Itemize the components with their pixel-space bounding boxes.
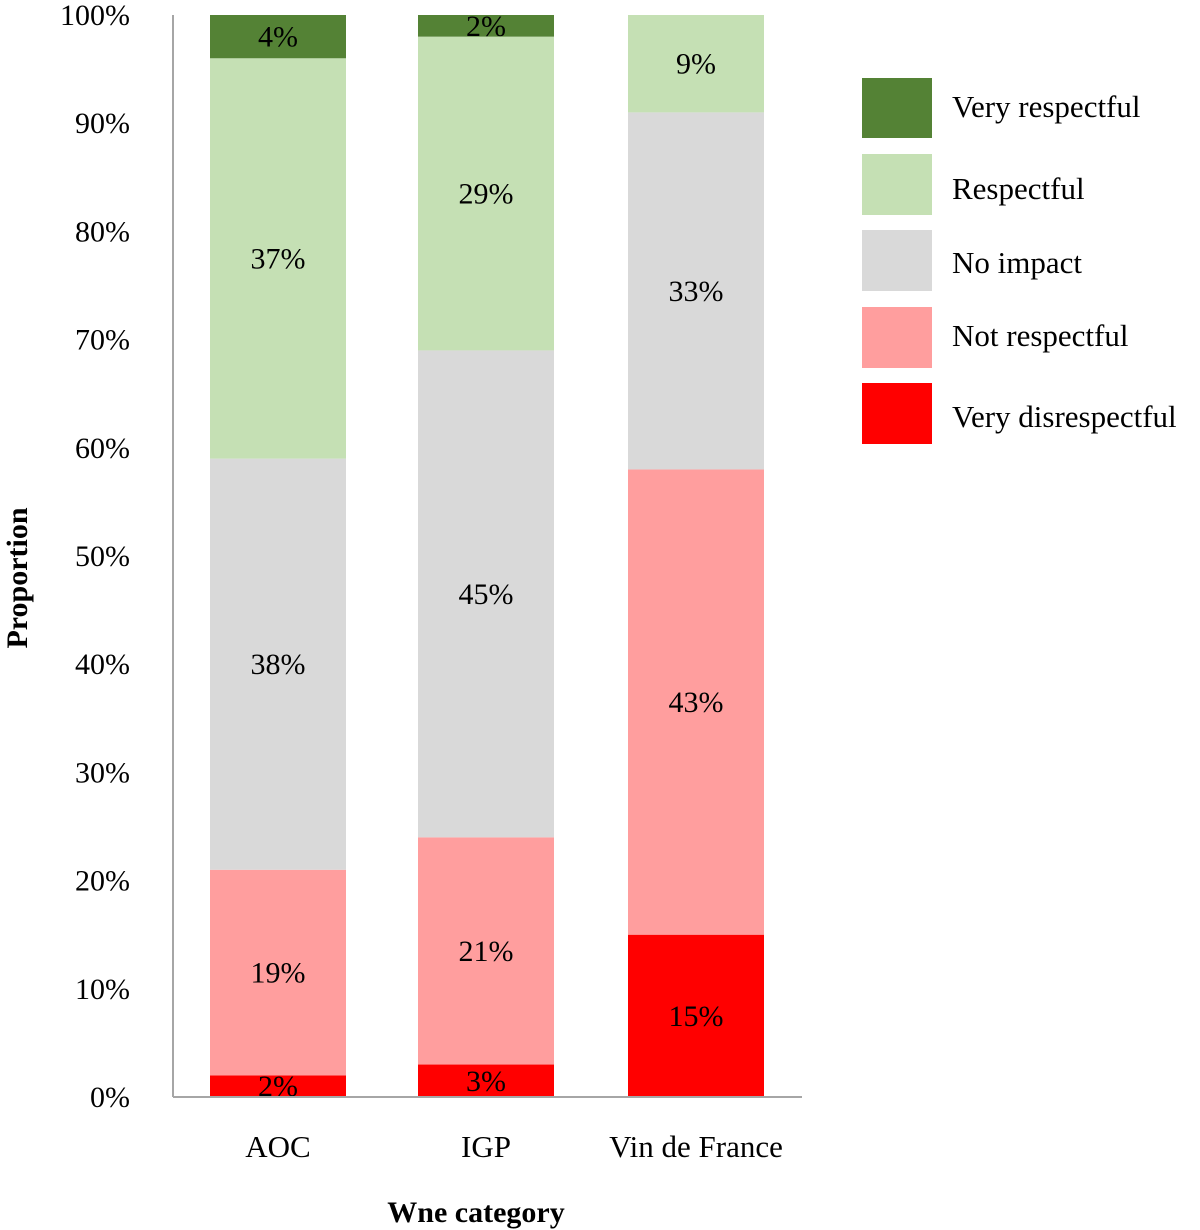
data-label-aoc-very-respectful: 4% xyxy=(258,21,298,54)
y-tick-label: 0% xyxy=(90,1081,130,1114)
bars-layer xyxy=(210,15,764,1097)
data-label-aoc-very-disrespectful: 2% xyxy=(258,1070,298,1103)
y-tick-label: 40% xyxy=(75,648,130,681)
data-label-igp-respectful: 29% xyxy=(459,178,514,211)
bar-igp-very-respectful xyxy=(418,15,554,37)
legend-swatch-respectful xyxy=(862,154,932,215)
x-tick-label-aoc: AOC xyxy=(245,1129,310,1164)
x-category-labels: AOC IGP Vin de France xyxy=(245,1129,783,1164)
legend-label-very-respectful: Very respectful xyxy=(952,89,1141,124)
bar-igp-respectful xyxy=(418,36,554,351)
bar-aoc-very-respectful xyxy=(210,15,346,59)
x-axis-title: Wne category xyxy=(387,1196,564,1229)
y-tick-label: 100% xyxy=(60,0,130,32)
data-label-vin-de-france-no-impact: 33% xyxy=(669,275,724,308)
y-tick-label: 50% xyxy=(75,540,130,573)
legend-swatch-not-respectful xyxy=(862,307,932,368)
bar-aoc-very-disrespectful xyxy=(210,1075,346,1097)
legend-label-respectful: Respectful xyxy=(952,171,1085,206)
y-tick-label: 60% xyxy=(75,432,130,465)
data-label-vin-de-france-very-disrespectful: 15% xyxy=(669,1000,724,1033)
bar-aoc-respectful xyxy=(210,58,346,459)
legend-swatch-very-disrespectful xyxy=(862,383,932,444)
legend-swatch-very-respectful xyxy=(862,78,932,138)
x-tick-label-igp: IGP xyxy=(461,1129,511,1164)
legend-label-very-disrespectful: Very disrespectful xyxy=(952,399,1177,434)
y-tick-label: 30% xyxy=(75,756,130,789)
data-label-igp-no-impact: 45% xyxy=(459,578,514,611)
data-label-igp-very-respectful: 2% xyxy=(466,10,506,43)
bar-igp-very-disrespectful xyxy=(418,1064,554,1097)
bar-vin-de-france-respectful xyxy=(628,15,764,113)
data-label-aoc-respectful: 37% xyxy=(251,242,306,275)
legend-swatch-no-impact xyxy=(862,230,932,291)
data-label-aoc-not-respectful: 19% xyxy=(251,957,306,990)
y-tick-label: 10% xyxy=(75,973,130,1006)
axes-layer xyxy=(172,15,802,1098)
x-tick-label-vin-de-france: Vin de France xyxy=(609,1129,783,1164)
data-label-igp-very-disrespectful: 3% xyxy=(466,1065,506,1098)
bar-vin-de-france-very-disrespectful xyxy=(628,934,764,1097)
bar-aoc-no-impact xyxy=(210,458,346,870)
data-label-vin-de-france-respectful: 9% xyxy=(676,48,716,81)
bar-igp-no-impact xyxy=(418,350,554,838)
bar-vin-de-france-not-respectful xyxy=(628,469,764,935)
bar-igp-not-respectful xyxy=(418,837,554,1065)
y-axis-title: Proportion xyxy=(1,507,34,648)
legend-label-not-respectful: Not respectful xyxy=(952,318,1128,353)
data-label-aoc-no-impact: 38% xyxy=(251,648,306,681)
legend-label-no-impact: No impact xyxy=(952,245,1082,280)
legend: Very respectful Respectful No impact Not re… xyxy=(862,78,1177,444)
data-label-vin-de-france-not-respectful: 43% xyxy=(669,686,724,719)
y-tick-label: 80% xyxy=(75,215,130,248)
data-label-igp-not-respectful: 21% xyxy=(459,935,514,968)
y-tick-label: 70% xyxy=(75,324,130,357)
y-tick-label: 20% xyxy=(75,865,130,898)
y-tick-label: 90% xyxy=(75,107,130,140)
segment-labels-layer: 2% 19% 38% 37% 4% 3% 21% 45% 29% 2% 15% 43% 33% 9% xyxy=(251,10,724,1103)
bar-aoc-not-respectful xyxy=(210,869,346,1076)
bar-vin-de-france-no-impact xyxy=(628,112,764,470)
y-tick-labels: 0% 10% 20% 30% 40% 50% 60% 70% 80% 90% 100% xyxy=(60,0,130,1114)
